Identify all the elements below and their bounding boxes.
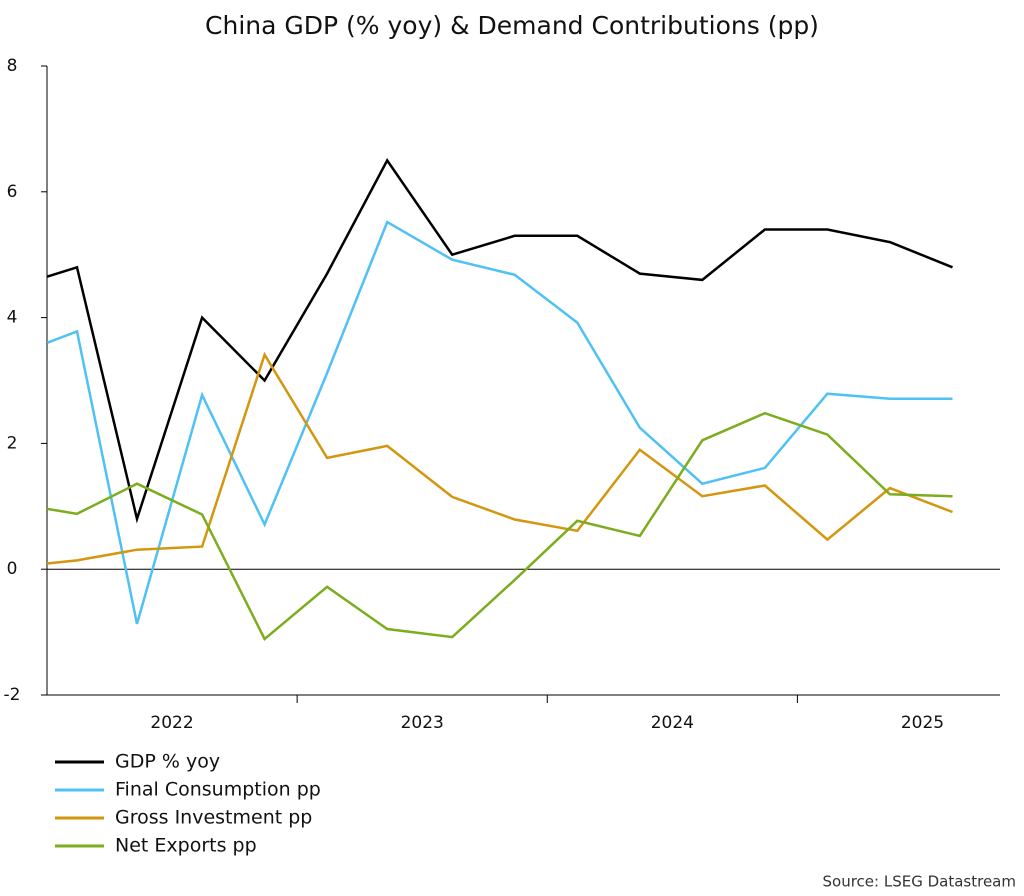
x-tick-label: 2022 (150, 713, 193, 733)
series-line (47, 220, 953, 625)
y-tick-label: 2 (7, 433, 18, 453)
y-tick-label: 8 (7, 56, 18, 76)
chart-title: China GDP (% yoy) & Demand Contributions… (205, 11, 819, 40)
x-tick-label: 2025 (901, 713, 944, 733)
legend-label: Final Consumption pp (115, 779, 321, 801)
series-line (47, 157, 953, 524)
legend-label: Gross Investment pp (115, 807, 312, 829)
y-tick-label: -2 (4, 685, 21, 705)
series-line (47, 351, 953, 565)
legend-label: GDP % yoy (115, 751, 220, 773)
y-tick-label: 6 (7, 182, 18, 202)
y-tick-label: 0 (7, 559, 18, 579)
x-tick-label: 2024 (651, 713, 694, 733)
source-note: Source: LSEG Datastream (823, 873, 1016, 891)
x-tick-label: 2023 (401, 713, 444, 733)
legend-label: Net Exports pp (115, 835, 257, 857)
y-tick-label: 4 (7, 308, 18, 328)
series-line (47, 411, 953, 641)
